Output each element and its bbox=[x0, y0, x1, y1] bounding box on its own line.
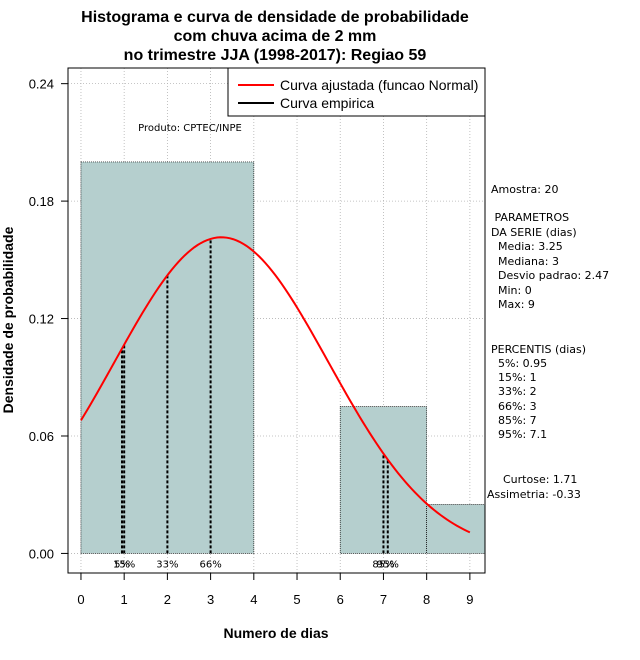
stat-sd: Desvio padrao: 2.47 bbox=[491, 269, 609, 282]
percentile-label: 66% bbox=[199, 559, 221, 570]
x-axis-title: Numero de dias bbox=[223, 625, 328, 641]
stat-params-heading: PARAMETROS bbox=[491, 211, 569, 224]
stat-p15: 15%: 1 bbox=[491, 371, 537, 384]
stat-median: Mediana: 3 bbox=[491, 255, 559, 268]
stat-p66: 66%: 3 bbox=[491, 400, 537, 413]
x-tick-label: 8 bbox=[423, 592, 430, 607]
stat-p33: 33%: 2 bbox=[491, 385, 537, 398]
chart-title-line-2: com chuva acima de 2 mm bbox=[174, 28, 377, 45]
bars-layer bbox=[80, 161, 486, 554]
stat-p5: 5%: 0.95 bbox=[491, 357, 547, 370]
product-credit: Produto: CPTEC/INPE bbox=[138, 123, 242, 134]
y-tick-label: 0.06 bbox=[29, 429, 54, 444]
stat-skewness: Assimetria: -0.33 bbox=[487, 488, 581, 501]
y-tick-label: 0.18 bbox=[29, 194, 54, 209]
stat-percentiles-heading: PERCENTIS (dias) bbox=[491, 343, 586, 356]
y-tick-label: 0.12 bbox=[29, 312, 54, 327]
x-tick-label: 1 bbox=[121, 592, 128, 607]
legend-empirical-label: Curva empirica bbox=[280, 95, 374, 111]
legend-box bbox=[227, 67, 486, 117]
histogram-bar bbox=[339, 406, 428, 554]
legend-fitted-label: Curva ajustada (funcao Normal) bbox=[280, 77, 478, 93]
stat-max: Max: 9 bbox=[491, 298, 535, 311]
chart-title-line-3: no trimestre JJA (1998-2017): Regiao 59 bbox=[124, 47, 427, 64]
x-tick-label: 7 bbox=[380, 592, 387, 607]
percentile-label: 15% bbox=[113, 559, 135, 570]
axes-layer: 0 1 2 3 4 5 6 7 8 9 0.00 0.06 0.12 0.18 0.24 bbox=[29, 77, 474, 607]
percentile-label: 85% bbox=[372, 559, 394, 570]
percentile-label: 95% bbox=[377, 559, 399, 570]
x-tick-label: 5 bbox=[293, 592, 300, 607]
stat-p95: 95%: 7.1 bbox=[491, 428, 547, 441]
stat-min: Min: 0 bbox=[491, 284, 532, 297]
percentile-label: 5% bbox=[114, 559, 130, 570]
x-tick-label: 4 bbox=[250, 592, 257, 607]
y-tick-label: 0.24 bbox=[29, 77, 54, 92]
curve-layer bbox=[80, 236, 471, 534]
percentile-layer: 5%15% 33% 66% 85%95% bbox=[113, 238, 399, 570]
percentile-label: 33% bbox=[156, 559, 178, 570]
x-tick-label: 0 bbox=[77, 592, 84, 607]
stat-params-subheading: DA SERIE (dias) bbox=[491, 226, 577, 239]
x-tick-label: 3 bbox=[207, 592, 214, 607]
stat-p85: 85%: 7 bbox=[491, 414, 537, 427]
statistics-panel: Amostra: 20 PARAMETROS DA SERIE (dias) M… bbox=[487, 183, 609, 501]
fitted-normal-curve bbox=[80, 236, 471, 534]
stat-mean: Media: 3.25 bbox=[491, 240, 563, 253]
y-axis-title: Densidade de probabilidade bbox=[0, 226, 16, 413]
x-tick-label: 6 bbox=[337, 592, 344, 607]
stat-sample: Amostra: 20 bbox=[491, 183, 558, 196]
x-tick-label: 2 bbox=[164, 592, 171, 607]
x-tick-label: 9 bbox=[466, 592, 473, 607]
legend: Curva ajustada (funcao Normal) Curva emp… bbox=[227, 67, 486, 117]
y-tick-label: 0.00 bbox=[29, 546, 54, 561]
chart-title-line-1: Histograma e curva de densidade de proba… bbox=[81, 9, 469, 26]
stat-kurtosis: Curtose: 1.71 bbox=[503, 473, 577, 486]
